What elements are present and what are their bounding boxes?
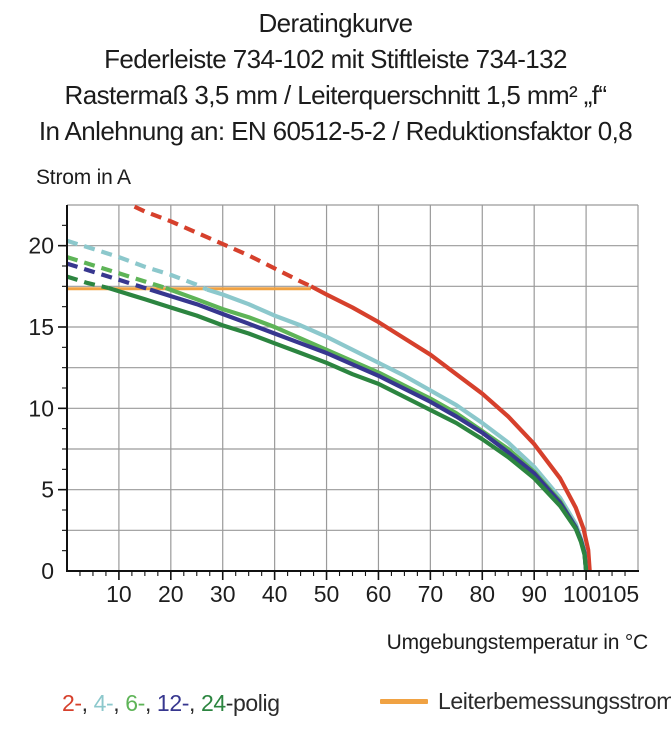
poles-legend-item-4: 4- xyxy=(93,690,114,716)
rated-current-legend: Leiterbemessungsstrom xyxy=(380,688,671,715)
x-tick-label: 50 xyxy=(314,581,340,607)
x-tick-label: 100 xyxy=(563,581,601,607)
curve-2-polig xyxy=(310,284,592,572)
y-tick-label: 0 xyxy=(41,558,54,584)
curve-24-polig xyxy=(107,285,589,572)
x-tick-label: 70 xyxy=(418,581,444,607)
rated-current-label: Leiterbemessungsstrom xyxy=(438,688,671,714)
y-tick-label: 20 xyxy=(28,233,54,259)
x-tick-label: 60 xyxy=(366,581,392,607)
chart-subtitle-2: Rastermaß 3,5 mm / Leiterquerschnitt 1,5… xyxy=(64,80,608,110)
poles-legend-item-12: 12- xyxy=(156,690,189,716)
poles-legend-item-2: 2- xyxy=(62,690,82,716)
poles-legend-item-6: 6- xyxy=(125,690,145,716)
curve-2-polig-dashed xyxy=(133,204,312,289)
x-tick-label: 105 xyxy=(601,581,639,607)
x-tick-label: 30 xyxy=(210,581,236,607)
y-tick-label: 15 xyxy=(28,314,54,340)
chart-subtitle-3: In Anlehnung an: EN 60512-5-2 / Reduktio… xyxy=(38,116,633,146)
curve-12-polig-dashed xyxy=(66,261,151,292)
poles-legend-separator: , xyxy=(81,690,94,716)
y-tick-label: 5 xyxy=(41,477,54,503)
poles-legend-separator: , xyxy=(188,690,201,716)
curve-24-polig-dashed xyxy=(66,274,109,291)
y-tick-label: 10 xyxy=(28,395,54,421)
rated-current-line-swatch xyxy=(380,699,428,704)
x-tick-label: 20 xyxy=(158,581,184,607)
poles-legend-suffix: -polig xyxy=(225,690,280,716)
chart-title: Deratingkurve xyxy=(258,8,413,38)
y-axis-label: Strom in A xyxy=(36,166,131,189)
curve-6-polig-dashed xyxy=(66,255,167,291)
poles-legend-item-24: 24 xyxy=(200,690,226,716)
x-tick-label: 10 xyxy=(106,581,132,607)
poles-legend-separator: , xyxy=(113,690,126,716)
curve-4-polig-dashed xyxy=(66,238,209,292)
poles-legend-separator: , xyxy=(144,690,157,716)
chart-subtitle-1: Federleiste 734-102 mit Stiftleiste 734-… xyxy=(104,44,567,74)
x-tick-label: 40 xyxy=(262,581,288,607)
title-block: Deratingkurve Federleiste 734-102 mit St… xyxy=(0,5,671,149)
x-tick-label: 90 xyxy=(521,581,547,607)
derating-curve-plot: 10 20 30 40 50 60 70 80 90 100 105 0 5 10 15 20 xyxy=(28,204,639,607)
x-tick-label: 80 xyxy=(469,581,495,607)
x-axis-label: Umgebungstemperatur in °C xyxy=(386,631,649,654)
poles-legend: 2-, 4-, 6-, 12-, 24-polig xyxy=(62,690,280,717)
